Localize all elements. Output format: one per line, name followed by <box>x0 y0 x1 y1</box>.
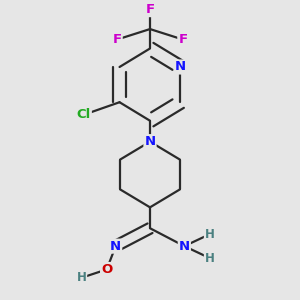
Text: O: O <box>101 263 112 276</box>
Text: F: F <box>146 3 154 16</box>
Text: N: N <box>179 240 190 253</box>
Text: N: N <box>110 240 121 253</box>
Text: H: H <box>205 228 215 241</box>
Text: H: H <box>76 271 86 284</box>
Text: F: F <box>178 33 188 46</box>
Text: N: N <box>144 135 156 148</box>
Text: N: N <box>175 61 186 74</box>
Text: Cl: Cl <box>76 108 91 121</box>
Text: H: H <box>205 252 215 265</box>
Text: F: F <box>112 33 122 46</box>
